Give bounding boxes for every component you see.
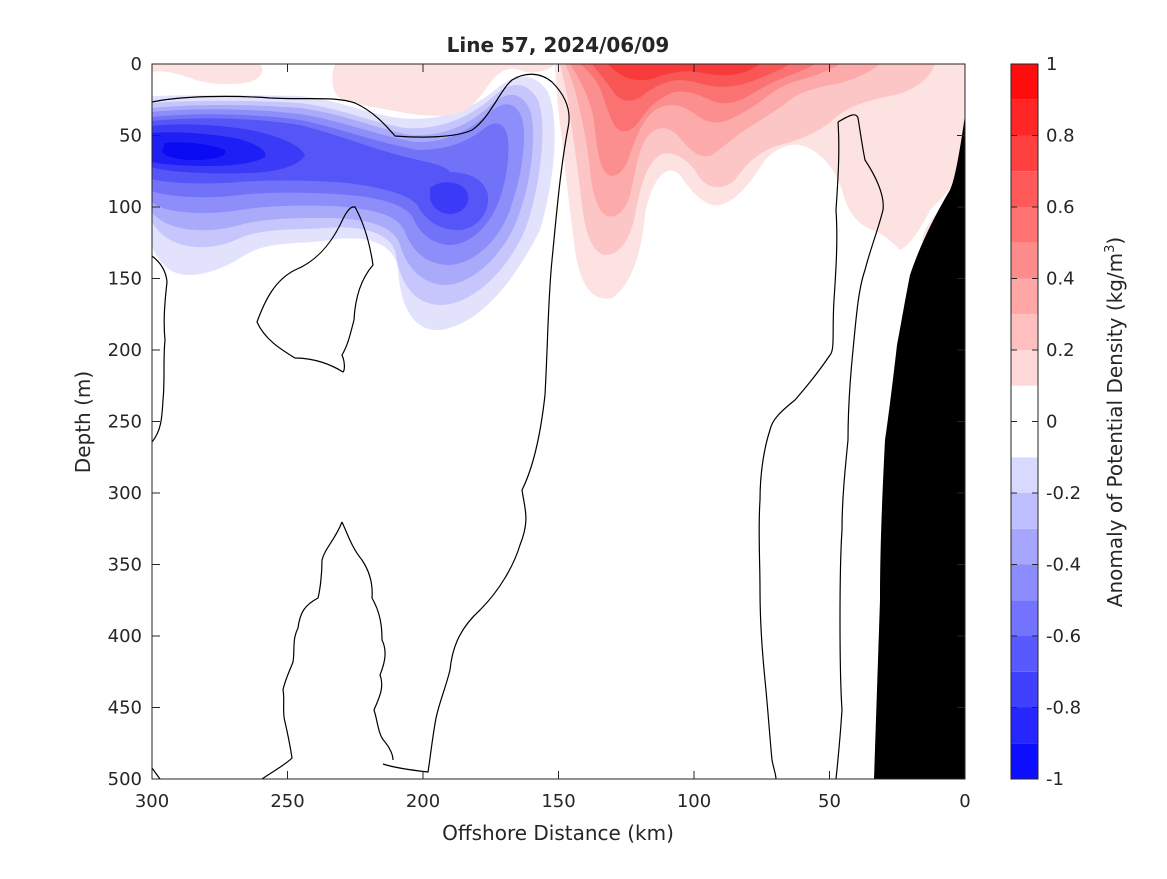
y-axis-label: Depth (m)	[71, 371, 95, 473]
y-tick-label: 300	[108, 483, 142, 504]
colorbar-swatch	[1011, 350, 1038, 386]
zero-contours	[151, 73, 884, 780]
y-axis: 0 50 100 150 200 250 300 350 400 450 500	[108, 54, 965, 790]
colorbar-label-end: )	[1103, 237, 1127, 245]
x-tick-label: 250	[270, 791, 304, 812]
colorbar-swatch	[1011, 207, 1038, 243]
colorbar-swatch	[1011, 528, 1038, 565]
colorbar-label-main: Anomaly of Potential Density (kg/m	[1103, 253, 1127, 607]
x-axis: 300 250 200 150 100 50 0	[135, 64, 971, 812]
contour-fill-pos-0.1-left-b	[332, 64, 555, 116]
colorbar-swatch	[1011, 99, 1038, 136]
y-tick-label: 200	[108, 340, 142, 361]
x-tick-label: 0	[959, 791, 970, 812]
colorbar-tick-label: -1	[1046, 769, 1064, 790]
zero-contour-inner	[758, 121, 840, 780]
x-tick-label: 50	[818, 791, 841, 812]
y-tick-label: 350	[108, 555, 142, 576]
y-tick-label: 450	[108, 698, 142, 719]
contour-fill-neg-0.9	[162, 142, 226, 160]
contour-fill-pos-0.1-left-a	[152, 64, 263, 85]
colorbar-swatch	[1011, 600, 1038, 636]
colorbar-swatch	[1011, 636, 1038, 672]
zero-contour-island-a	[256, 206, 374, 373]
colorbar-tick-label: -0.2	[1046, 483, 1081, 504]
zero-contour-upper	[151, 73, 570, 773]
colorbar-tick-label: -0.4	[1046, 555, 1081, 576]
y-tick-label: 150	[108, 269, 142, 290]
colorbar-tick-label: 0.2	[1046, 340, 1075, 361]
colorbar-tick-label: 0.8	[1046, 126, 1075, 147]
colorbar-swatch	[1011, 493, 1038, 529]
colorbar-swatch	[1011, 385, 1038, 422]
zero-contour-shelf	[835, 114, 884, 780]
x-tick-label: 150	[541, 791, 575, 812]
y-tick-label: 100	[108, 197, 142, 218]
zero-contour-left-edge	[151, 255, 168, 443]
colorbar-tick-label: -0.8	[1046, 698, 1081, 719]
bathymetry	[874, 115, 965, 779]
zero-contour-bottom-left	[151, 767, 161, 780]
colorbar-swatch	[1011, 564, 1038, 601]
colorbar-tick-label: 0.4	[1046, 269, 1075, 290]
zero-contour-island-b	[341, 521, 394, 761]
colorbar-tick-label: 1	[1046, 54, 1057, 75]
x-tick-label: 300	[135, 791, 169, 812]
colorbar-swatch	[1011, 278, 1038, 315]
x-axis-label: Offshore Distance (km)	[442, 821, 674, 845]
y-tick-label: 500	[108, 769, 142, 790]
colorbar-swatch	[1011, 171, 1038, 207]
y-tick-label: 0	[131, 54, 142, 75]
y-tick-label: 50	[119, 126, 142, 147]
colorbar-label: Anomaly of Potential Density (kg/m3)	[1103, 237, 1127, 607]
colorbar-tick-label: 0.6	[1046, 197, 1075, 218]
colorbar-swatch	[1011, 457, 1038, 493]
colorbar-swatch	[1011, 314, 1038, 350]
colorbar-swatch	[1011, 707, 1038, 744]
colorbar-tick-label: -0.6	[1046, 626, 1081, 647]
colorbar-swatch	[1011, 242, 1038, 279]
contour-fill-pos-0.7	[608, 64, 760, 81]
colorbar-swatch	[1011, 743, 1038, 779]
colorbar-swatch	[1011, 135, 1038, 172]
colorbar-swatch	[1011, 671, 1038, 708]
plot-area	[151, 63, 966, 780]
colorbar-swatch	[1011, 421, 1038, 458]
zero-contour-deep-left	[261, 521, 343, 780]
colorbar-label-sup: 3	[1103, 245, 1118, 253]
y-tick-label: 250	[108, 412, 142, 433]
x-tick-label: 200	[406, 791, 440, 812]
colorbar-ticks: -1 -0.8 -0.6 -0.4 -0.2 0 0.2 0.4 0.6 0.8 1	[1011, 54, 1081, 790]
colorbar-swatch	[1011, 64, 1038, 100]
colorbar	[1010, 63, 1039, 780]
colorbar-tick-label: 0	[1046, 412, 1057, 433]
chart-title: Line 57, 2024/06/09	[447, 33, 670, 57]
y-tick-label: 400	[108, 626, 142, 647]
x-tick-label: 100	[677, 791, 711, 812]
